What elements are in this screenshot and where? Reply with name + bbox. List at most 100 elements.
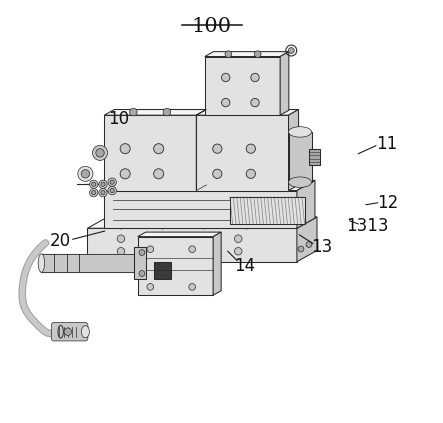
Polygon shape [196, 110, 206, 190]
Circle shape [298, 246, 304, 252]
Circle shape [108, 178, 117, 187]
Polygon shape [196, 115, 288, 190]
Circle shape [147, 283, 154, 290]
Circle shape [117, 247, 125, 255]
Text: 14: 14 [234, 257, 255, 275]
Circle shape [139, 250, 145, 255]
Polygon shape [288, 110, 299, 190]
Circle shape [189, 283, 195, 290]
Circle shape [117, 235, 125, 242]
Bar [155, 262, 171, 278]
Polygon shape [205, 52, 289, 57]
Circle shape [159, 220, 167, 229]
Circle shape [110, 180, 114, 184]
Text: 10: 10 [109, 110, 129, 128]
Circle shape [101, 182, 105, 187]
Bar [230, 197, 305, 224]
Polygon shape [104, 190, 297, 228]
Circle shape [139, 271, 145, 276]
Circle shape [288, 47, 294, 53]
Circle shape [209, 216, 217, 224]
Circle shape [176, 247, 183, 255]
Circle shape [110, 189, 114, 192]
Text: 20: 20 [50, 232, 71, 250]
Circle shape [163, 108, 171, 116]
Circle shape [154, 144, 164, 154]
Bar [133, 247, 146, 279]
Polygon shape [138, 232, 221, 236]
Circle shape [251, 99, 259, 107]
Circle shape [306, 242, 312, 247]
Circle shape [187, 179, 195, 187]
Circle shape [120, 169, 130, 179]
Circle shape [147, 246, 154, 253]
Circle shape [130, 108, 137, 116]
Circle shape [129, 184, 136, 192]
Ellipse shape [82, 326, 89, 338]
Ellipse shape [288, 126, 311, 137]
Circle shape [234, 235, 242, 242]
Polygon shape [196, 110, 299, 115]
Polygon shape [87, 217, 317, 228]
Circle shape [154, 169, 164, 179]
Circle shape [96, 148, 104, 157]
Circle shape [108, 187, 117, 195]
Bar [288, 132, 311, 182]
FancyBboxPatch shape [51, 322, 88, 341]
Circle shape [176, 235, 183, 242]
Circle shape [64, 328, 71, 335]
Circle shape [229, 184, 237, 192]
Circle shape [222, 99, 230, 107]
Circle shape [124, 216, 133, 224]
Circle shape [99, 189, 107, 197]
Text: 13: 13 [311, 238, 333, 256]
Circle shape [81, 170, 89, 178]
Circle shape [101, 190, 105, 195]
Polygon shape [297, 180, 315, 228]
Circle shape [78, 166, 93, 181]
Polygon shape [104, 115, 196, 190]
Circle shape [254, 51, 261, 58]
Circle shape [288, 169, 295, 175]
Circle shape [93, 146, 108, 160]
Circle shape [222, 73, 230, 82]
Circle shape [293, 166, 300, 173]
Circle shape [92, 190, 96, 195]
Circle shape [200, 220, 209, 229]
Circle shape [225, 51, 232, 58]
Circle shape [250, 216, 259, 224]
Polygon shape [205, 57, 280, 115]
Circle shape [213, 144, 222, 153]
Text: 11: 11 [376, 135, 397, 154]
Text: 100: 100 [192, 17, 232, 36]
Circle shape [242, 220, 251, 229]
Circle shape [213, 169, 222, 179]
Polygon shape [104, 110, 206, 115]
Polygon shape [87, 228, 297, 262]
Circle shape [89, 189, 98, 197]
Polygon shape [138, 236, 213, 295]
Bar [230, 197, 305, 224]
Text: 1313: 1313 [346, 217, 389, 235]
Text: 12: 12 [377, 194, 399, 212]
Circle shape [237, 179, 245, 187]
Circle shape [137, 179, 144, 187]
Circle shape [246, 144, 256, 153]
Bar [310, 148, 320, 165]
Circle shape [251, 73, 259, 82]
Circle shape [189, 246, 195, 253]
Circle shape [167, 216, 175, 224]
Polygon shape [297, 217, 317, 262]
Circle shape [120, 144, 130, 154]
Circle shape [272, 184, 279, 192]
Ellipse shape [288, 177, 311, 187]
Polygon shape [104, 180, 315, 190]
Circle shape [234, 247, 242, 255]
Polygon shape [280, 52, 289, 115]
Circle shape [179, 184, 187, 192]
Circle shape [99, 180, 107, 189]
Circle shape [280, 179, 287, 187]
Ellipse shape [38, 254, 45, 272]
Polygon shape [213, 232, 221, 295]
Circle shape [92, 182, 96, 187]
